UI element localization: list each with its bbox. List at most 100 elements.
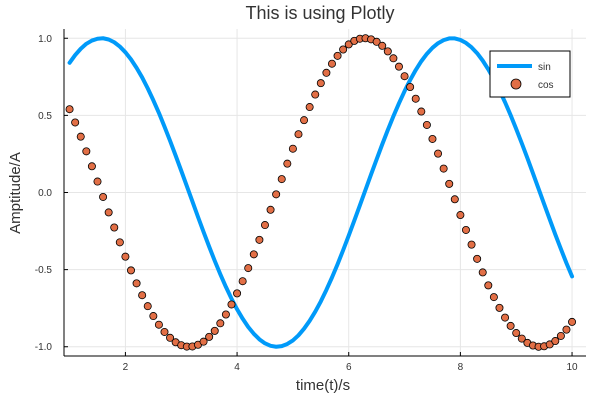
series-cos-point	[445, 179, 454, 188]
legend-cos-label: cos	[538, 80, 554, 91]
series-cos-point	[272, 190, 281, 199]
series-cos-point	[333, 51, 342, 60]
series-cos-point	[121, 252, 130, 261]
series-cos-point	[199, 337, 208, 346]
series-cos-point	[568, 317, 577, 326]
series-cos-point	[87, 162, 96, 171]
series-cos-point	[378, 41, 387, 50]
y-tick-label: -1.0	[35, 342, 53, 353]
series-cos-point	[383, 47, 392, 56]
series-cos-point	[562, 325, 571, 334]
series-cos-point	[65, 105, 74, 114]
y-tick-label: -0.5	[35, 265, 53, 276]
series-cos-point	[93, 177, 102, 186]
series-cos-point	[115, 238, 124, 247]
series-cos-point	[461, 225, 470, 234]
series-cos-point	[132, 279, 141, 288]
series-cos-point	[327, 59, 336, 68]
series-cos-point	[205, 332, 214, 341]
series-cos-point	[389, 54, 398, 63]
y-axis-label: Amptitude/A	[7, 152, 24, 234]
series-cos-point	[556, 331, 565, 340]
series-cos-point	[450, 195, 459, 204]
series-cos-point	[305, 103, 314, 112]
series-cos-point	[288, 144, 297, 153]
series-cos-point	[149, 312, 158, 321]
series-cos-point	[517, 334, 526, 343]
series-cos-point	[244, 264, 253, 273]
x-tick-label: 6	[346, 362, 352, 373]
series-cos-point	[76, 132, 85, 141]
series-cos-point	[406, 83, 415, 92]
series-cos-point	[126, 266, 135, 275]
series-cos-point	[221, 310, 230, 319]
series-cos-point	[104, 208, 113, 217]
chart-title: This is using Plotly	[245, 3, 394, 23]
series-cos-point	[260, 221, 269, 230]
legend-sin-label: sin	[538, 62, 551, 73]
series-cos-point	[467, 240, 476, 249]
series-cos-point	[71, 118, 80, 127]
grid	[64, 29, 586, 356]
series-cos-point	[266, 205, 275, 214]
series-cos-point	[322, 68, 331, 77]
series-cos-point	[422, 120, 431, 129]
series-cos-point	[551, 337, 560, 346]
series-cos-point	[344, 40, 353, 49]
axes: 2 4 6 8 10 1.0 0.5 0.0 -0.5 -1.0	[35, 29, 586, 373]
series-cos-point	[372, 37, 381, 46]
series-cos-point	[216, 319, 225, 328]
series-cos-point	[501, 313, 510, 322]
series-cos-point	[512, 329, 521, 338]
series-cos-point	[166, 333, 175, 342]
series-cos-point	[506, 321, 515, 330]
x-tick-label: 4	[234, 362, 240, 373]
series-cos-point	[439, 164, 448, 173]
series-cos-point	[473, 254, 482, 263]
series-cos-point	[238, 277, 247, 286]
series-cos-point	[489, 293, 498, 302]
series-cos-point	[160, 327, 169, 336]
series-cos-point	[484, 281, 493, 290]
series-cos-point	[434, 149, 443, 158]
series-cos-point	[227, 300, 236, 309]
series-cos-point	[249, 250, 258, 259]
series-cos-point	[277, 175, 286, 184]
x-tick-label: 2	[123, 362, 129, 373]
x-tick-label: 8	[458, 362, 464, 373]
legend-cos-swatch	[510, 78, 522, 90]
series-cos-point	[478, 268, 487, 277]
series-cos-point	[339, 45, 348, 54]
series-cos-point	[316, 79, 325, 88]
series-cos-point	[428, 134, 437, 143]
series-cos-point	[210, 326, 219, 335]
series-cos-point	[456, 211, 465, 220]
series-cos-point	[138, 291, 147, 300]
series-layer	[65, 34, 577, 351]
series-cos-point	[143, 302, 152, 311]
series-cos-point	[400, 72, 409, 81]
series-cos-point	[300, 116, 309, 125]
series-cos-point	[154, 320, 163, 329]
series-cos-point	[255, 235, 264, 244]
series-cos-point	[311, 90, 320, 99]
series-cos-point	[283, 159, 292, 168]
legend-box	[489, 50, 571, 98]
series-cos-point	[99, 192, 108, 201]
series-cos-point	[417, 107, 426, 116]
x-tick-label: 10	[566, 362, 578, 373]
y-tick-label: 0.5	[38, 111, 52, 122]
series-cos-point	[294, 130, 303, 139]
series-cos-point	[394, 62, 403, 71]
series-sin-line	[67, 36, 575, 349]
x-axis-label: time(t)/s	[296, 377, 350, 394]
series-cos-point	[110, 223, 119, 232]
series-cos-point	[233, 289, 242, 298]
series-cos-point	[411, 94, 420, 103]
series-cos-point	[495, 303, 504, 312]
y-tick-label: 0.0	[38, 188, 52, 199]
y-tick-label: 1.0	[38, 34, 52, 45]
series-cos-point	[82, 147, 91, 156]
legend: sin cos	[489, 50, 571, 98]
